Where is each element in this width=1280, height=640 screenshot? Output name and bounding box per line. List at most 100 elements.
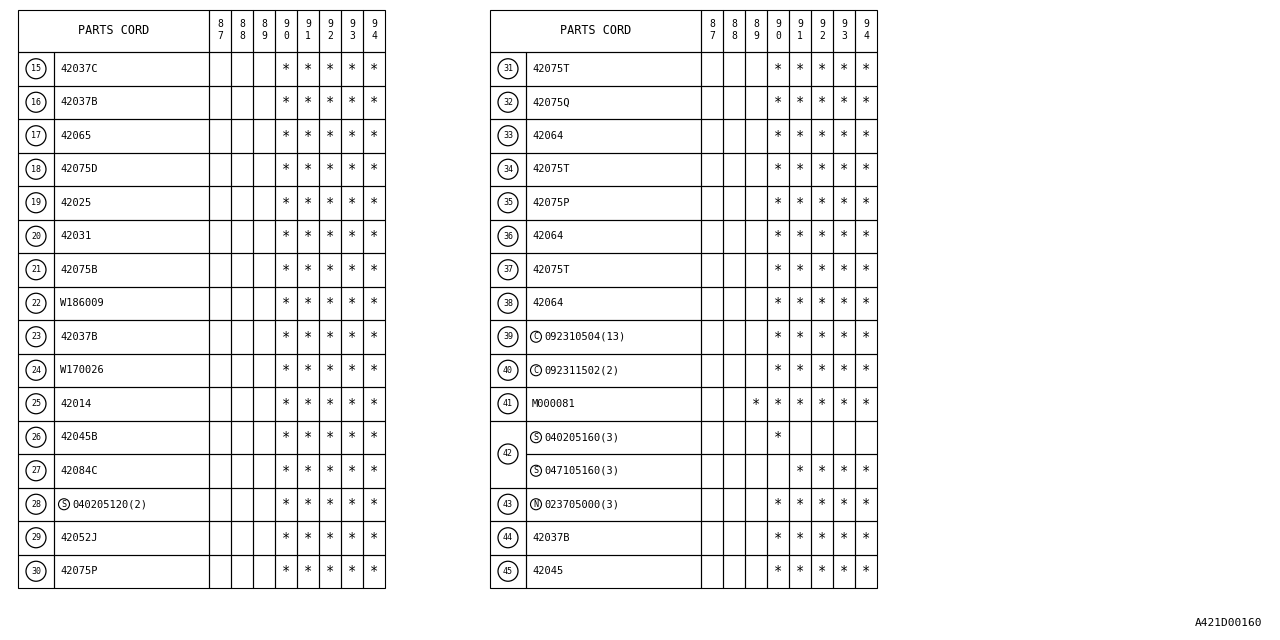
Text: *: *	[282, 229, 291, 243]
Bar	[855, 52, 877, 86]
Bar	[54, 86, 209, 119]
Bar	[833, 287, 855, 320]
Text: *: *	[348, 263, 356, 276]
Bar	[340, 52, 364, 86]
Bar	[297, 420, 319, 454]
Bar	[54, 353, 209, 387]
Text: 36: 36	[503, 232, 513, 241]
Text: 047105160(3): 047105160(3)	[544, 466, 620, 476]
Bar	[364, 320, 385, 353]
Bar	[833, 253, 855, 287]
Bar	[209, 488, 230, 521]
Text: 092311502(2): 092311502(2)	[544, 365, 620, 375]
Text: 0: 0	[283, 31, 289, 41]
Bar	[723, 387, 745, 420]
Bar	[833, 220, 855, 253]
Bar	[319, 220, 340, 253]
Text: *: *	[840, 163, 849, 176]
Bar	[855, 220, 877, 253]
Text: 9: 9	[283, 19, 289, 29]
Bar	[253, 454, 275, 488]
Text: PARTS CORD: PARTS CORD	[559, 24, 631, 38]
Bar	[767, 253, 788, 287]
Bar	[723, 10, 745, 52]
Bar	[833, 488, 855, 521]
Bar	[253, 186, 275, 220]
Bar	[275, 186, 297, 220]
Bar	[701, 420, 723, 454]
Bar	[319, 320, 340, 353]
Text: 2: 2	[819, 31, 824, 41]
Bar	[364, 220, 385, 253]
Bar	[701, 119, 723, 152]
Bar	[855, 554, 877, 588]
Text: S: S	[534, 433, 539, 442]
Text: 023705000(3): 023705000(3)	[544, 499, 620, 509]
Bar	[526, 420, 701, 454]
Text: *: *	[282, 129, 291, 143]
Text: *: *	[282, 61, 291, 76]
Bar	[833, 521, 855, 554]
Bar	[230, 454, 253, 488]
Text: *: *	[282, 163, 291, 176]
Text: 8: 8	[261, 19, 268, 29]
Text: *: *	[818, 196, 826, 210]
Bar	[297, 186, 319, 220]
Text: *: *	[303, 397, 312, 411]
Bar	[319, 387, 340, 420]
Bar	[745, 10, 767, 52]
Text: *: *	[818, 564, 826, 579]
Text: 9: 9	[819, 19, 824, 29]
Bar	[275, 287, 297, 320]
Bar	[209, 353, 230, 387]
Text: 23: 23	[31, 332, 41, 341]
Bar	[855, 86, 877, 119]
Bar	[701, 220, 723, 253]
Bar	[253, 52, 275, 86]
Bar	[275, 253, 297, 287]
Text: 42031: 42031	[60, 231, 91, 241]
Text: *: *	[840, 564, 849, 579]
Bar	[526, 387, 701, 420]
Text: 16: 16	[31, 98, 41, 107]
Bar	[209, 454, 230, 488]
Text: 4: 4	[371, 31, 376, 41]
Bar	[253, 287, 275, 320]
Text: *: *	[796, 397, 804, 411]
Bar	[319, 287, 340, 320]
Bar	[526, 353, 701, 387]
Bar	[812, 186, 833, 220]
Text: 42045: 42045	[532, 566, 563, 576]
Text: *: *	[840, 531, 849, 545]
Text: *: *	[861, 95, 870, 109]
Bar	[788, 521, 812, 554]
Text: *: *	[796, 330, 804, 344]
Bar	[767, 521, 788, 554]
Bar	[723, 353, 745, 387]
Bar	[788, 554, 812, 588]
Bar	[319, 353, 340, 387]
Bar	[297, 119, 319, 152]
Text: *: *	[303, 129, 312, 143]
Text: *: *	[818, 263, 826, 276]
Text: *: *	[840, 61, 849, 76]
Bar	[18, 353, 54, 387]
Bar	[526, 488, 701, 521]
Bar	[745, 220, 767, 253]
Text: 8: 8	[753, 19, 759, 29]
Text: *: *	[796, 531, 804, 545]
Bar	[319, 488, 340, 521]
Text: *: *	[303, 196, 312, 210]
Bar	[319, 52, 340, 86]
Text: 42075P: 42075P	[60, 566, 97, 576]
Text: *: *	[348, 61, 356, 76]
Text: *: *	[370, 196, 378, 210]
Text: 27: 27	[31, 467, 41, 476]
Text: *: *	[818, 129, 826, 143]
Bar	[833, 52, 855, 86]
Text: *: *	[840, 196, 849, 210]
Bar	[526, 186, 701, 220]
Bar	[490, 488, 526, 521]
Text: C: C	[534, 332, 539, 341]
Text: *: *	[282, 330, 291, 344]
